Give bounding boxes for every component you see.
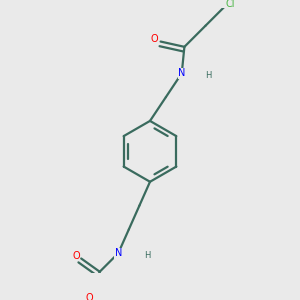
Text: H: H <box>144 251 151 260</box>
Text: H: H <box>205 71 211 80</box>
Text: O: O <box>150 34 158 44</box>
Text: Cl: Cl <box>226 0 236 10</box>
Text: O: O <box>72 251 80 261</box>
Text: O: O <box>85 293 93 300</box>
Text: N: N <box>178 68 185 78</box>
Text: N: N <box>115 248 122 258</box>
